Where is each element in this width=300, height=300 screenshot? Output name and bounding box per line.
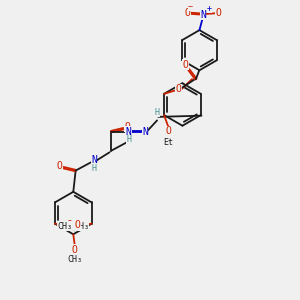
- Text: O: O: [56, 160, 62, 171]
- Text: CH₃: CH₃: [74, 221, 89, 230]
- Text: O: O: [124, 122, 130, 132]
- Text: Et: Et: [164, 138, 173, 147]
- Text: O: O: [75, 220, 80, 230]
- Text: N: N: [200, 10, 206, 20]
- Text: O: O: [66, 220, 72, 230]
- Text: N: N: [142, 127, 148, 136]
- Text: H: H: [92, 164, 96, 173]
- Text: N: N: [126, 127, 132, 136]
- Text: O: O: [166, 126, 171, 136]
- Text: H: H: [154, 108, 159, 117]
- Text: O: O: [185, 8, 191, 18]
- Text: CH₃: CH₃: [58, 221, 73, 230]
- Text: CH₃: CH₃: [67, 256, 82, 265]
- Text: +: +: [207, 4, 212, 13]
- Text: −: −: [188, 2, 193, 11]
- Text: O: O: [215, 8, 221, 18]
- Text: O: O: [183, 60, 189, 70]
- Text: H: H: [126, 135, 131, 144]
- Text: N: N: [91, 155, 97, 165]
- Text: O: O: [175, 84, 181, 94]
- Text: O: O: [72, 244, 78, 255]
